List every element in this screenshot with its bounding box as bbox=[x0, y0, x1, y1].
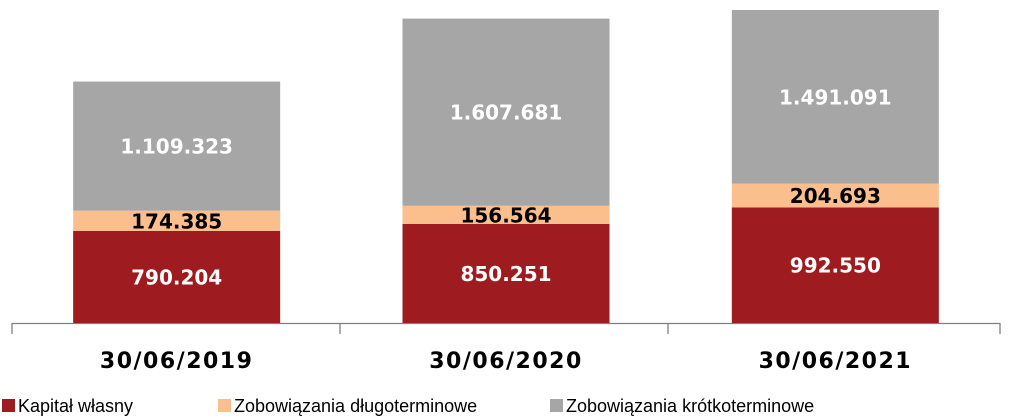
value-label: 1.109.323 bbox=[120, 135, 233, 159]
legend-label: Kapitał własny bbox=[18, 396, 133, 416]
value-label: 790.204 bbox=[131, 265, 222, 289]
value-label: 156.564 bbox=[460, 203, 551, 227]
value-label: 1.607.681 bbox=[450, 101, 563, 125]
legend-label: Zobowiązania długoterminowe bbox=[234, 396, 477, 416]
bar-segment bbox=[731, 10, 939, 184]
bar-segment bbox=[402, 224, 610, 323]
value-label: 174.385 bbox=[131, 209, 222, 233]
value-label: 204.693 bbox=[790, 184, 881, 208]
bar-segment bbox=[731, 207, 939, 323]
legend-swatch bbox=[550, 399, 563, 412]
bar-segment bbox=[73, 210, 281, 231]
value-label: 850.251 bbox=[460, 262, 551, 286]
legend-label: Zobowiązania krótkoterminowe bbox=[566, 396, 814, 416]
bar-segment bbox=[73, 230, 281, 323]
legend-swatch bbox=[218, 399, 231, 412]
bar-segment bbox=[731, 183, 939, 208]
category-label: 30/06/2021 bbox=[759, 349, 913, 374]
category-label: 30/06/2019 bbox=[100, 349, 254, 374]
bar-segment bbox=[402, 18, 610, 206]
value-label: 1.491.091 bbox=[779, 85, 892, 109]
bar-segment bbox=[402, 205, 610, 225]
value-label: 992.550 bbox=[790, 254, 881, 278]
bar-segment bbox=[73, 81, 281, 211]
category-label: 30/06/2020 bbox=[429, 349, 583, 374]
category-axis bbox=[11, 322, 1001, 334]
legend-swatch bbox=[2, 399, 15, 412]
